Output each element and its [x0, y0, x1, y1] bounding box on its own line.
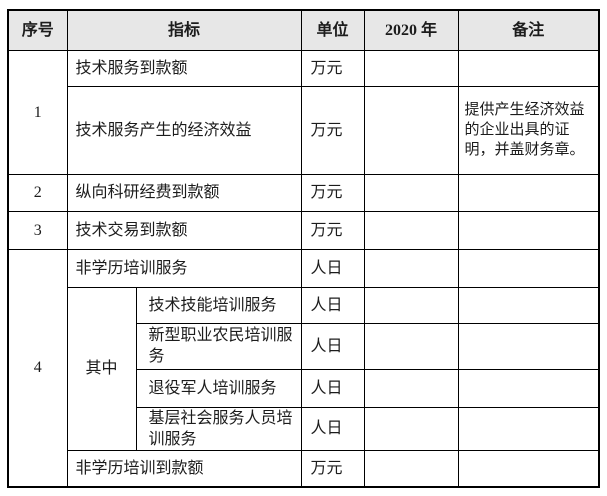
remark-cell[interactable] [457, 210, 600, 250]
table-row: 技术服务产生的经济效益 万元 提供产生经济效益的企业出具的证明，并盖财务章。 [8, 85, 600, 175]
remark-cell[interactable] [457, 173, 600, 212]
table-row: 3 技术交易到款额 万元 [7, 210, 600, 250]
sub-indicator-cell: 技术技能培训服务 [135, 286, 302, 324]
remark-cell[interactable] [457, 248, 600, 288]
unit-cell: 万元 [300, 49, 365, 87]
indicator-cell: 非学历培训到款额 [66, 449, 302, 488]
serial-number-cell: 4 [7, 248, 68, 488]
remark-cell[interactable] [457, 322, 600, 370]
serial-number-cell: 3 [7, 210, 68, 250]
remark-cell[interactable] [457, 406, 600, 451]
year-value-cell[interactable] [363, 368, 459, 408]
sub-indicator-cell: 基层社会服务人员培训服务 [135, 406, 302, 451]
year-value-cell[interactable] [363, 210, 459, 250]
remark-cell[interactable] [457, 286, 600, 324]
unit-cell: 人日 [300, 248, 365, 288]
header-remarks: 备注 [457, 9, 600, 51]
indicator-cell: 技术交易到款额 [66, 210, 302, 250]
remark-cell[interactable] [457, 368, 600, 408]
sub-indicator-cell: 退役军人培训服务 [135, 368, 302, 408]
table-row: 退役军人培训服务 人日 [8, 368, 600, 408]
header-year-2020: 2020 年 [363, 9, 459, 51]
year-value-cell[interactable] [363, 248, 459, 288]
indicator-cell: 非学历培训服务 [66, 248, 302, 288]
serial-number-cell: 1 [7, 49, 68, 175]
indicator-cell: 技术服务到款额 [66, 49, 302, 87]
indicator-cell: 纵向科研经费到款额 [66, 173, 302, 212]
header-serial-number: 序号 [7, 9, 68, 51]
table-row: 1 技术服务到款额 万元 [7, 49, 600, 175]
table-row: 4 非学历培训服务 人日 [7, 248, 600, 488]
unit-cell: 万元 [300, 449, 365, 488]
year-value-cell[interactable] [363, 322, 459, 370]
table-row: 新型职业农民培训服务 人日 [8, 322, 600, 370]
unit-cell: 人日 [300, 286, 365, 324]
sub-indicator-cell: 新型职业农民培训服务 [135, 322, 302, 370]
unit-cell: 人日 [300, 406, 365, 451]
group-label-cell: 其中 [66, 286, 137, 451]
unit-cell: 人日 [300, 322, 365, 370]
indicator-form-table: 序号 指标 单位 2020 年 备注 1 技术服务到款额 万元 技术服务产生的经… [7, 9, 601, 488]
remark-cell[interactable] [457, 449, 600, 488]
unit-cell: 万元 [300, 173, 365, 212]
serial-number-cell: 2 [7, 173, 68, 212]
unit-cell: 万元 [300, 210, 365, 250]
remark-cell: 提供产生经济效益的企业出具的证明，并盖财务章。 [457, 85, 600, 175]
remark-cell[interactable] [457, 49, 600, 87]
table-header-row: 序号 指标 单位 2020 年 备注 [7, 9, 600, 51]
unit-cell: 万元 [300, 85, 365, 175]
table-row: 非学历培训到款额 万元 [8, 449, 600, 488]
header-unit: 单位 [300, 9, 365, 51]
header-indicator: 指标 [66, 9, 302, 51]
year-value-cell[interactable] [363, 85, 459, 175]
indicator-cell: 技术服务产生的经济效益 [66, 85, 302, 175]
unit-cell: 人日 [300, 368, 365, 408]
year-value-cell[interactable] [363, 173, 459, 212]
table-row: 2 纵向科研经费到款额 万元 [7, 173, 600, 212]
year-value-cell[interactable] [363, 449, 459, 488]
table-row: 基层社会服务人员培训服务 人日 [8, 406, 600, 451]
table-row: 其中 技术技能培训服务 人日 [8, 286, 600, 451]
year-value-cell[interactable] [363, 406, 459, 451]
year-value-cell[interactable] [363, 49, 459, 87]
year-value-cell[interactable] [363, 286, 459, 324]
